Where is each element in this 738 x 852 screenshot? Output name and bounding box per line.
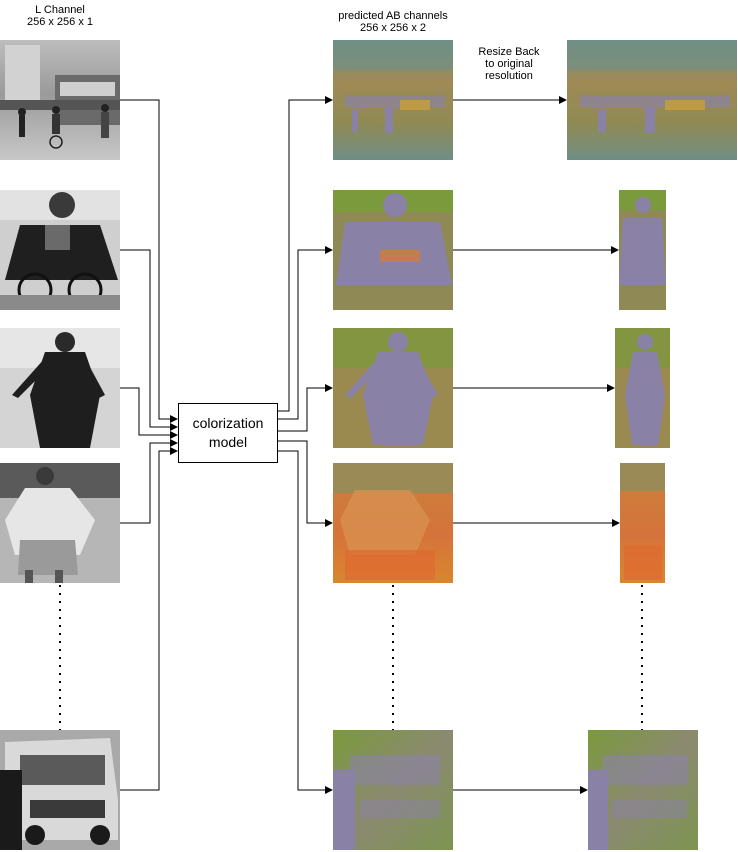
- colorization-model-box: colorization model: [178, 403, 278, 463]
- ab-output-street: [333, 40, 453, 160]
- resized-output-bicycle-man: [619, 190, 666, 310]
- connector-input-1: [120, 99, 178, 423]
- ab-output-suit-man: [333, 328, 453, 448]
- l-input-bicycle-man: [0, 190, 120, 310]
- connector-output-1: [278, 96, 333, 412]
- resized-output-suit-man: [615, 328, 670, 448]
- connector-output-2: [278, 246, 333, 420]
- l-channel-label: L Channel 256 x 256 x 1: [26, 4, 94, 28]
- connector-output-5: [278, 450, 333, 794]
- connector-input-3: [120, 387, 178, 439]
- resized-output-street: [567, 40, 737, 160]
- resize-back-label: Resize Back to original resolution: [478, 46, 540, 82]
- ab-output-bicycle-man: [333, 190, 453, 310]
- connector-input-2: [120, 249, 178, 431]
- l-input-street: [0, 40, 120, 160]
- connector-output-4: [278, 440, 333, 527]
- connector-output-3: [278, 384, 333, 432]
- ab-output-walking-woman: [333, 463, 453, 583]
- ab-output-bus: [333, 730, 453, 850]
- connector-input-5: [120, 447, 178, 791]
- resized-output-walking-woman: [620, 463, 665, 583]
- resized-output-bus: [588, 730, 698, 850]
- colorization-model-label: colorization model: [192, 415, 264, 450]
- l-input-bus: [0, 730, 120, 850]
- ab-channels-label: predicted AB channels 256 x 256 x 2: [338, 10, 448, 34]
- l-input-walking-woman: [0, 463, 120, 583]
- l-input-suit-man: [0, 328, 120, 448]
- connector-input-4: [120, 439, 178, 524]
